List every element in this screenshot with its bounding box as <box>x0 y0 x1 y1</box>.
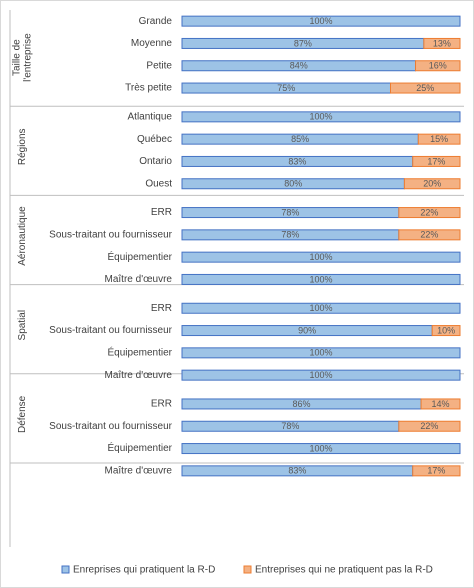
category-label: Grande <box>139 16 173 27</box>
value-label: 83% <box>288 466 306 476</box>
bar-segment <box>398 207 461 219</box>
bar-segment <box>423 37 461 49</box>
bar-segment <box>431 325 461 337</box>
value-label: 100% <box>309 443 332 453</box>
bar-segment <box>181 443 461 455</box>
value-label: 100% <box>309 112 332 122</box>
bar-segment <box>398 229 461 241</box>
category-label: Maître d'œuvre <box>105 274 173 285</box>
value-label: 20% <box>423 179 441 189</box>
bar-segment <box>390 82 461 94</box>
group-label: Aéronautique <box>17 206 28 266</box>
category-label: Québec <box>137 134 172 145</box>
value-label: 83% <box>288 156 306 166</box>
legend-label: Enreprises qui pratiquent la R-D <box>73 565 215 576</box>
bar-segment <box>181 15 461 27</box>
value-label: 80% <box>284 179 302 189</box>
legend-swatch <box>61 565 70 574</box>
value-label: 85% <box>291 134 309 144</box>
category-label: Équipementier <box>108 345 173 358</box>
category-label: Petite <box>146 60 172 71</box>
group-label-line: Défense <box>17 395 28 433</box>
bar-segment <box>181 273 461 285</box>
bar-segment <box>420 398 461 410</box>
legend-label: Entreprises qui ne pratiquent pas la R-D <box>255 565 433 576</box>
value-label: 25% <box>416 83 434 93</box>
category-label: ERR <box>151 303 172 314</box>
bar-segment <box>417 133 461 145</box>
category-label: Sous-traitant ou fournisseur <box>49 325 173 336</box>
value-label: 100% <box>309 348 332 358</box>
category-label: Ouest <box>145 178 172 189</box>
value-label: 90% <box>298 325 316 335</box>
value-label: 22% <box>420 421 438 431</box>
value-label: 15% <box>430 134 448 144</box>
value-label: 22% <box>420 230 438 240</box>
group-label-line: Aéronautique <box>17 206 28 266</box>
group-label-line: Régions <box>17 128 28 165</box>
group-label: Taille del'entreprise <box>11 33 33 82</box>
value-label: 86% <box>293 399 311 409</box>
category-label: ERR <box>151 399 172 410</box>
category-label: ERR <box>151 207 172 218</box>
value-label: 75% <box>277 83 295 93</box>
value-label: 78% <box>281 421 299 431</box>
group-label-line: Taille de <box>11 39 22 76</box>
value-label: 14% <box>432 399 450 409</box>
value-label: 10% <box>437 325 455 335</box>
group-label-line: l'entreprise <box>22 33 33 82</box>
group-label: Défense <box>17 395 28 433</box>
category-label: Atlantique <box>128 111 173 122</box>
bar-segment <box>181 302 461 314</box>
group-label: Régions <box>17 128 28 165</box>
value-label: 100% <box>309 252 332 262</box>
bar-segment <box>403 178 461 190</box>
value-label: 78% <box>281 207 299 217</box>
category-label: Sous-traitant ou fournisseur <box>49 421 173 432</box>
bar-segment <box>398 420 461 432</box>
category-label: Très petite <box>125 83 172 94</box>
bar-segment <box>412 155 461 167</box>
value-label: 78% <box>281 230 299 240</box>
bar-segment <box>415 60 461 72</box>
category-label: Équipementier <box>108 441 173 454</box>
bar-segment <box>181 111 461 123</box>
value-label: 84% <box>290 61 308 71</box>
value-label: 87% <box>294 38 312 48</box>
bar-segment <box>412 465 461 477</box>
category-label: Moyenne <box>131 38 173 49</box>
group-label-line: Spatial <box>17 310 28 341</box>
category-label: Maître d'œuvre <box>105 465 173 476</box>
category-label: Maître d'œuvre <box>105 370 173 381</box>
value-label: 17% <box>427 466 445 476</box>
category-label: Équipementier <box>108 250 173 263</box>
value-label: 13% <box>433 38 451 48</box>
category-label: Ontario <box>139 156 172 167</box>
value-label: 22% <box>420 207 438 217</box>
bar-segment <box>181 369 461 381</box>
value-label: 17% <box>427 156 445 166</box>
legend-swatch <box>243 565 252 574</box>
bar-segment <box>181 251 461 263</box>
value-label: 100% <box>309 274 332 284</box>
category-label: Sous-traitant ou fournisseur <box>49 229 173 240</box>
bar-segment <box>181 347 461 359</box>
value-label: 100% <box>309 16 332 26</box>
value-label: 16% <box>429 61 447 71</box>
value-label: 100% <box>309 303 332 313</box>
value-label: 100% <box>309 370 332 380</box>
group-label: Spatial <box>17 310 28 341</box>
